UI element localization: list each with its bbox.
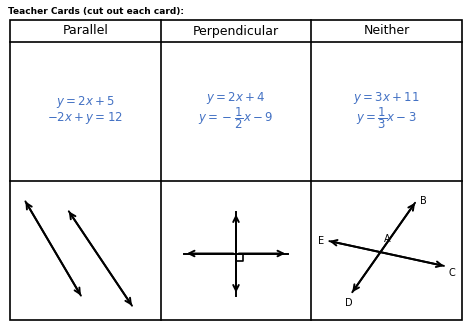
Text: $y = 3x + 11$: $y = 3x + 11$ bbox=[354, 89, 420, 106]
Text: A: A bbox=[383, 234, 390, 245]
Text: $y = -\dfrac{1}{2}x - 9$: $y = -\dfrac{1}{2}x - 9$ bbox=[199, 106, 273, 131]
Text: Parallel: Parallel bbox=[63, 24, 108, 37]
Text: Teacher Cards (cut out each card):: Teacher Cards (cut out each card): bbox=[8, 7, 184, 16]
Text: Neither: Neither bbox=[364, 24, 410, 37]
Text: C: C bbox=[449, 268, 456, 278]
Text: D: D bbox=[345, 299, 353, 308]
Text: E: E bbox=[318, 235, 324, 246]
Text: B: B bbox=[419, 196, 427, 206]
Text: Perpendicular: Perpendicular bbox=[193, 24, 279, 37]
Text: $-2x + y = 12$: $-2x + y = 12$ bbox=[47, 111, 123, 126]
Text: $y = \dfrac{1}{3}x - 3$: $y = \dfrac{1}{3}x - 3$ bbox=[356, 106, 417, 131]
Text: $y = 2x + 5$: $y = 2x + 5$ bbox=[56, 94, 115, 111]
Text: $y = 2x + 4$: $y = 2x + 4$ bbox=[206, 89, 266, 106]
